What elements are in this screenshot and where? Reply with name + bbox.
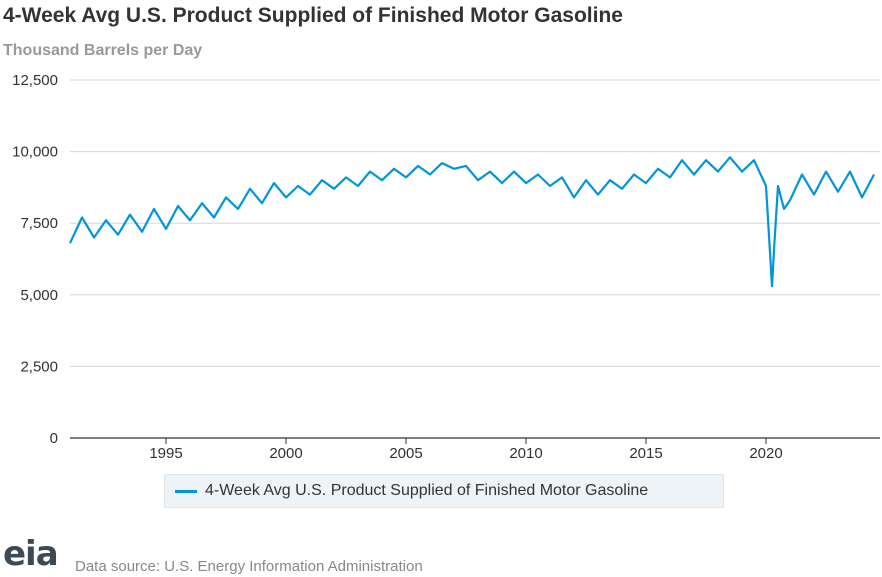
x-tick-label: 2015: [629, 445, 662, 462]
y-tick-label: 2,500: [20, 358, 58, 375]
legend-label: 4-Week Avg U.S. Product Supplied of Fini…: [205, 482, 649, 499]
y-tick-label: 5,000: [20, 287, 58, 304]
y-tick-label: 10,000: [12, 144, 58, 161]
x-tick-label: 1995: [149, 445, 182, 462]
y-axis-unit-label: Thousand Barrels per Day: [3, 42, 203, 59]
eia-logo-text: eia: [3, 534, 59, 574]
data-source-note: Data source: U.S. Energy Information Adm…: [75, 558, 423, 575]
y-tick-label: 7,500: [20, 215, 58, 232]
legend-swatch: [175, 489, 197, 493]
legend[interactable]: 4-Week Avg U.S. Product Supplied of Fini…: [164, 474, 724, 508]
x-tick-label: 2020: [749, 445, 782, 462]
chart-title: 4-Week Avg U.S. Product Supplied of Fini…: [3, 4, 623, 27]
x-tick-label: 2000: [269, 445, 302, 462]
x-tick-label: 2010: [509, 445, 542, 462]
x-tick-label: 2005: [389, 445, 422, 462]
y-tick-label: 0: [50, 430, 58, 447]
y-tick-label: 12,500: [12, 72, 58, 89]
series-line: [69, 156, 875, 288]
eia-logo[interactable]: eia: [3, 534, 59, 574]
